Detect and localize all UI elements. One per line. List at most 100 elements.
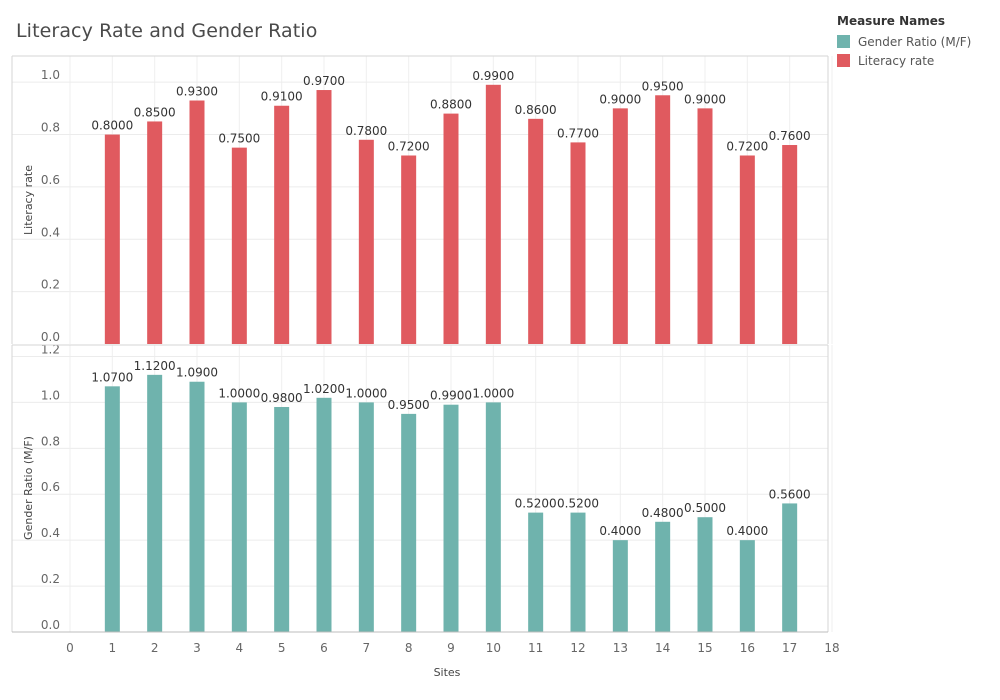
bar — [358, 139, 374, 344]
bar — [528, 118, 544, 344]
bar — [274, 406, 290, 632]
y-tick-label: 0.2 — [41, 572, 60, 586]
bar — [570, 142, 586, 344]
data-label: 0.9000 — [599, 92, 641, 106]
bar — [528, 512, 544, 632]
data-label: 1.0200 — [303, 382, 345, 396]
y-tick-label: 1.0 — [41, 68, 60, 82]
bar — [147, 121, 163, 344]
data-label: 0.5000 — [684, 501, 726, 515]
y-axis-label: Literacy rate — [22, 165, 35, 235]
bar — [485, 84, 501, 345]
bar — [231, 402, 247, 632]
bar — [147, 374, 163, 632]
legend[interactable]: Measure Names Gender Ratio (M/F) Literac… — [837, 14, 971, 70]
bar — [401, 155, 417, 344]
bar — [358, 402, 374, 632]
data-label: 0.5600 — [769, 487, 811, 501]
legend-label-gender-ratio: Gender Ratio (M/F) — [858, 34, 972, 49]
bar — [697, 108, 713, 344]
bar — [104, 386, 120, 632]
data-label: 1.0000 — [472, 386, 514, 400]
data-label: 0.9900 — [430, 389, 472, 403]
x-tick-label: 5 — [278, 641, 286, 655]
data-label: 1.0700 — [91, 370, 133, 384]
legend-swatch-literacy-rate — [837, 54, 850, 67]
y-tick-label: 0.2 — [41, 278, 60, 292]
y-tick-label: 0.8 — [41, 121, 60, 135]
data-label: 0.8000 — [91, 119, 133, 133]
bar — [782, 145, 798, 344]
legend-item-gender-ratio[interactable]: Gender Ratio (M/F) — [837, 32, 971, 51]
x-tick-label: 16 — [740, 641, 755, 655]
x-tick-label: 17 — [782, 641, 797, 655]
x-tick-label: 1 — [109, 641, 117, 655]
y-tick-label: 0.6 — [41, 173, 60, 187]
data-label: 0.9100 — [261, 90, 303, 104]
data-label: 0.9900 — [472, 69, 514, 83]
data-label: 0.9000 — [684, 92, 726, 106]
x-tick-label: 4 — [236, 641, 244, 655]
bar — [655, 95, 671, 344]
bar — [739, 540, 755, 632]
bar — [443, 113, 459, 344]
bar — [443, 404, 459, 632]
x-tick-label: 13 — [613, 641, 628, 655]
x-tick-label: 0 — [66, 641, 74, 655]
data-label: 0.7700 — [557, 126, 599, 140]
data-label: 1.1200 — [134, 359, 176, 373]
bar — [739, 155, 755, 344]
data-label: 0.5200 — [557, 497, 599, 511]
y-tick-label: 0.4 — [41, 526, 60, 540]
x-tick-label: 8 — [405, 641, 413, 655]
bar — [697, 517, 713, 632]
data-label: 0.7200 — [388, 139, 430, 153]
legend-label-literacy-rate: Literacy rate — [858, 53, 935, 68]
x-tick-label: 12 — [570, 641, 585, 655]
data-label: 0.4000 — [726, 524, 768, 538]
data-label: 0.8600 — [515, 103, 557, 117]
x-tick-label: 9 — [447, 641, 455, 655]
legend-title: Measure Names — [837, 14, 946, 28]
x-tick-label: 3 — [193, 641, 201, 655]
legend-item-literacy-rate[interactable]: Literacy rate — [837, 51, 971, 70]
x-tick-label: 2 — [151, 641, 159, 655]
bar — [655, 521, 671, 632]
data-label: 0.9500 — [642, 79, 684, 93]
bar — [570, 512, 586, 632]
data-label: 1.0000 — [345, 386, 387, 400]
x-axis-label: Sites — [434, 666, 461, 679]
y-tick-label: 0.6 — [41, 480, 60, 494]
y-tick-label: 0.4 — [41, 225, 60, 239]
y-tick-label: 1.2 — [41, 342, 60, 356]
x-tick-label: 7 — [363, 641, 371, 655]
y-axis-label: Gender Ratio (M/F) — [22, 436, 35, 540]
bar — [782, 503, 798, 632]
bar — [104, 134, 120, 344]
x-tick-label: 10 — [486, 641, 501, 655]
data-label: 0.9500 — [388, 398, 430, 412]
data-label: 0.7500 — [218, 132, 260, 146]
y-tick-label: 0.0 — [41, 618, 60, 632]
data-label: 0.9700 — [303, 74, 345, 88]
data-label: 0.8500 — [134, 105, 176, 119]
bar — [485, 402, 501, 632]
data-label: 1.0000 — [218, 386, 260, 400]
y-tick-label: 0.0 — [41, 330, 60, 344]
data-label: 0.9300 — [176, 85, 218, 99]
data-label: 1.0900 — [176, 366, 218, 380]
chart-title: Literacy Rate and Gender Ratio — [16, 20, 318, 42]
bar — [316, 90, 332, 344]
bar — [189, 100, 205, 344]
y-tick-label: 0.8 — [41, 434, 60, 448]
data-label: 0.7600 — [769, 129, 811, 143]
x-tick-label: 15 — [697, 641, 712, 655]
bar — [189, 381, 205, 632]
bar — [612, 540, 628, 632]
data-label: 0.4800 — [642, 506, 684, 520]
data-label: 0.7800 — [345, 124, 387, 138]
bar — [401, 413, 417, 632]
x-tick-label: 11 — [528, 641, 543, 655]
bar — [231, 147, 247, 344]
